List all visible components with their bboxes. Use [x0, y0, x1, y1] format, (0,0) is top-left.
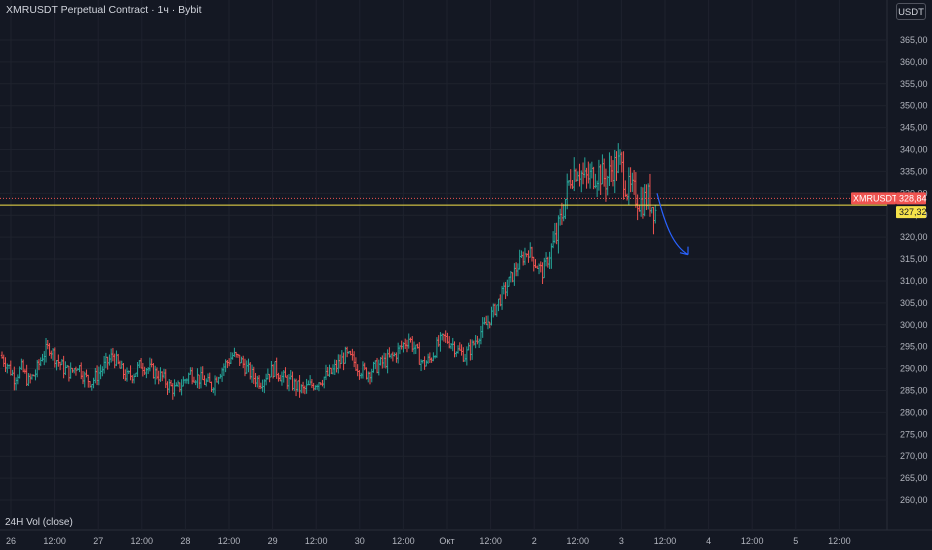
- time-tick-label: 3: [619, 536, 624, 546]
- time-tick-label: 4: [706, 536, 711, 546]
- time-tick-label: 12:00: [654, 536, 677, 546]
- time-axis[interactable]: 26 12:00 27 12:00 28 12:00 29 12:00 30 12:00 Окт 12…: [6, 536, 851, 546]
- time-tick-label: 30: [355, 536, 365, 546]
- price-tick-label: 305,00: [900, 298, 928, 308]
- line-price-tag-label: 327,32: [899, 207, 927, 217]
- time-tick-label: 12:00: [828, 536, 851, 546]
- symbol-tag-label: XMRUSDT.P: [853, 193, 905, 203]
- price-tick-label: 365,00: [900, 35, 928, 45]
- time-tick-label: 12:00: [218, 536, 241, 546]
- time-tick-label: 27: [93, 536, 103, 546]
- price-tick-label: 300,00: [900, 320, 928, 330]
- price-tick-label: 280,00: [900, 407, 928, 417]
- time-tick-label: 12:00: [479, 536, 502, 546]
- price-tick-label: 360,00: [900, 57, 928, 67]
- price-tick-label: 335,00: [900, 166, 928, 176]
- time-tick-label: 2: [532, 536, 537, 546]
- time-tick-label: 28: [180, 536, 190, 546]
- price-axis[interactable]: 260,00 265,00 270,00 275,00 280,00 285,00 290,…: [900, 35, 928, 505]
- price-tick-label: 340,00: [900, 145, 928, 155]
- time-tick-label: 29: [268, 536, 278, 546]
- price-tick-label: 355,00: [900, 79, 928, 89]
- price-tick-label: 315,00: [900, 254, 928, 264]
- price-tick-label: 295,00: [900, 342, 928, 352]
- price-tick-label: 265,00: [900, 473, 928, 483]
- time-tick-label: 12:00: [567, 536, 590, 546]
- price-tags: XMRUSDT.P 328,84 327,32: [851, 192, 927, 219]
- time-tick-label: 12:00: [131, 536, 154, 546]
- time-tick-label: Окт: [439, 536, 454, 546]
- chart-title: XMRUSDT Perpetual Contract · 1ч · Bybit: [6, 4, 202, 16]
- price-tick-label: 350,00: [900, 101, 928, 111]
- drawn-arrow[interactable]: [656, 193, 689, 256]
- last-price-tag: [896, 192, 926, 205]
- price-tick-label: 270,00: [900, 451, 928, 461]
- price-tick-label: 275,00: [900, 429, 928, 439]
- time-tick-label: 5: [793, 536, 798, 546]
- last-price-tag-label: 328,84: [899, 193, 927, 203]
- price-tick-label: 285,00: [900, 385, 928, 395]
- price-tick-label: 290,00: [900, 364, 928, 374]
- time-tick-label: 12:00: [392, 536, 415, 546]
- price-tick-label: 320,00: [900, 232, 928, 242]
- line-price-tag: [896, 206, 926, 219]
- time-tick-label: 26: [6, 536, 16, 546]
- time-tick-label: 12:00: [43, 536, 66, 546]
- price-tick-label: 260,00: [900, 495, 928, 505]
- candle-series: [0, 143, 657, 400]
- time-tick-label: 12:00: [741, 536, 764, 546]
- symbol-tag: [851, 192, 896, 205]
- grid-lines: [0, 0, 932, 531]
- currency-button[interactable]: USDT: [896, 3, 926, 20]
- price-tick-label: 345,00: [900, 123, 928, 133]
- price-tick-label: 310,00: [900, 276, 928, 286]
- volume-indicator-label[interactable]: 24H Vol (close): [5, 517, 73, 528]
- time-tick-label: 12:00: [305, 536, 328, 546]
